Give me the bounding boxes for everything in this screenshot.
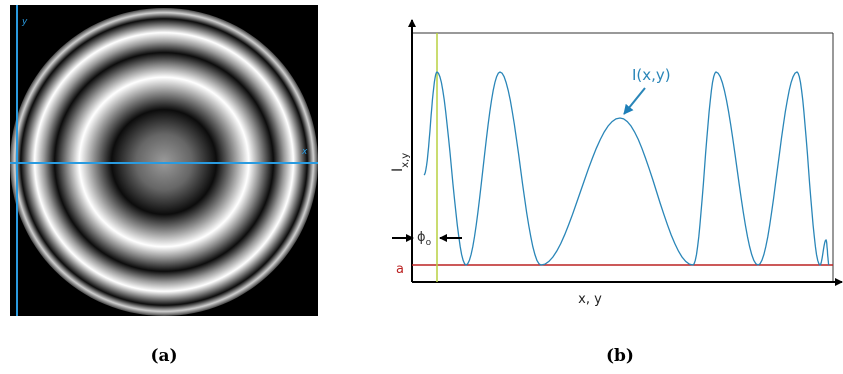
figure: y x (a) I(x,y) Ix,y ϕo a x, y (b): [0, 0, 843, 374]
panel-a: y x (a): [10, 5, 318, 366]
x-axis-label: x, y: [578, 292, 602, 307]
baseline-label: a: [396, 262, 404, 277]
panel-b: I(x,y) Ix,y ϕo a x, y (b): [390, 20, 842, 366]
caption: (a): [150, 346, 177, 366]
caption: (b): [606, 346, 634, 366]
phase-subscript: o: [426, 238, 432, 248]
curve-label-arrow: [624, 88, 645, 114]
x-axis-label: x: [301, 147, 308, 157]
y-axis-label: Ix,y: [390, 153, 411, 172]
curve-label: I(x,y): [632, 66, 671, 84]
phase-label: ϕo: [417, 230, 432, 248]
phase-symbol: ϕ: [417, 230, 426, 245]
page: y x (a) I(x,y) Ix,y ϕo a x, y (b) (() =>…: [0, 0, 843, 374]
y-axis-label: y: [21, 17, 28, 27]
intensity-curve: [424, 72, 829, 265]
y-axis-subscript: x,y: [400, 153, 411, 168]
